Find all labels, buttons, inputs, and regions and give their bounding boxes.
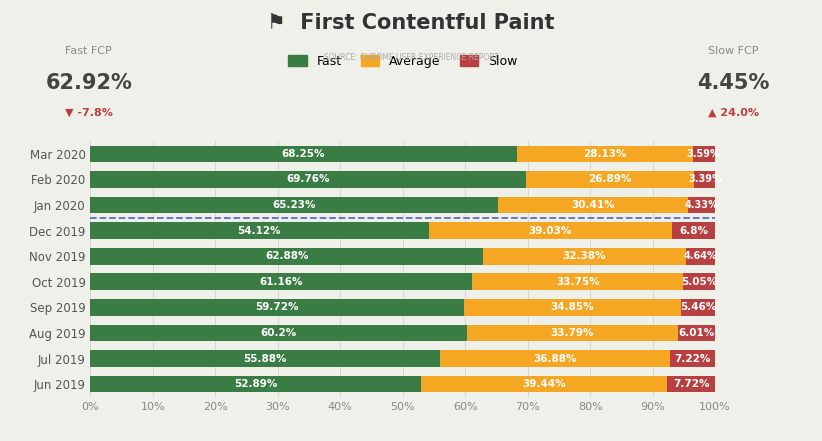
Text: Slow FCP: Slow FCP [708, 46, 759, 56]
Bar [464, 299, 681, 316]
Bar [90, 273, 473, 290]
Text: 4.64%: 4.64% [683, 251, 717, 261]
Text: 32.38%: 32.38% [562, 251, 606, 261]
Text: 61.16%: 61.16% [260, 277, 303, 287]
Bar [467, 325, 677, 341]
Text: 33.79%: 33.79% [550, 328, 593, 338]
Bar [483, 248, 686, 265]
Text: 36.88%: 36.88% [533, 354, 576, 363]
Text: 59.72%: 59.72% [255, 303, 298, 312]
Text: 26.89%: 26.89% [589, 175, 632, 184]
Text: 30.41%: 30.41% [571, 200, 615, 210]
Text: 5.05%: 5.05% [681, 277, 718, 287]
Text: 55.88%: 55.88% [243, 354, 287, 363]
Text: 3.39%: 3.39% [688, 175, 722, 184]
Bar [90, 325, 467, 341]
Bar [695, 171, 715, 188]
Text: 28.13%: 28.13% [583, 149, 626, 159]
Text: 65.23%: 65.23% [272, 200, 316, 210]
Text: 62.88%: 62.88% [265, 251, 308, 261]
Bar [90, 248, 483, 265]
Text: 4.33%: 4.33% [685, 200, 718, 210]
Bar [90, 376, 421, 392]
Text: ⚑  First Contentful Paint: ⚑ First Contentful Paint [267, 13, 555, 33]
Text: 69.76%: 69.76% [287, 175, 330, 184]
Bar [473, 273, 683, 290]
Bar [683, 273, 715, 290]
Bar [667, 376, 715, 392]
Text: 33.75%: 33.75% [556, 277, 600, 287]
Text: 6.8%: 6.8% [679, 226, 708, 235]
Text: 39.03%: 39.03% [529, 226, 572, 235]
Text: 3.59%: 3.59% [687, 149, 721, 159]
Text: 52.89%: 52.89% [234, 379, 277, 389]
Bar [440, 350, 670, 367]
Bar [681, 299, 715, 316]
Text: ▼ -7.8%: ▼ -7.8% [65, 108, 113, 118]
Text: Fast FCP: Fast FCP [66, 46, 112, 56]
Text: 4.45%: 4.45% [697, 73, 769, 93]
Bar [686, 248, 714, 265]
Bar [498, 197, 688, 213]
Bar [90, 146, 517, 162]
Bar [90, 197, 498, 213]
Bar [670, 350, 715, 367]
Text: 34.85%: 34.85% [551, 303, 594, 312]
Bar [90, 299, 464, 316]
Text: 7.22%: 7.22% [674, 354, 711, 363]
Text: 7.72%: 7.72% [673, 379, 709, 389]
Text: ▲ 24.0%: ▲ 24.0% [708, 108, 759, 118]
Bar [90, 350, 440, 367]
Bar [421, 376, 667, 392]
Bar [517, 146, 692, 162]
Bar [692, 146, 715, 162]
Text: 62.92%: 62.92% [45, 73, 132, 93]
Bar [90, 222, 428, 239]
Text: 54.12%: 54.12% [238, 226, 281, 235]
Text: 68.25%: 68.25% [282, 149, 326, 159]
Bar [677, 325, 715, 341]
Legend: Fast, Average, Slow: Fast, Average, Slow [283, 50, 523, 73]
Bar [688, 197, 715, 213]
Text: 60.2%: 60.2% [261, 328, 297, 338]
Bar [526, 171, 695, 188]
Bar [672, 222, 715, 239]
Text: 5.46%: 5.46% [680, 303, 717, 312]
Text: SOURCE: CHROME USER EXPERIENCE REPORT: SOURCE: CHROME USER EXPERIENCE REPORT [324, 53, 498, 62]
Text: 6.01%: 6.01% [678, 328, 714, 338]
Text: 39.44%: 39.44% [522, 379, 566, 389]
Bar [90, 171, 526, 188]
Bar [428, 222, 672, 239]
